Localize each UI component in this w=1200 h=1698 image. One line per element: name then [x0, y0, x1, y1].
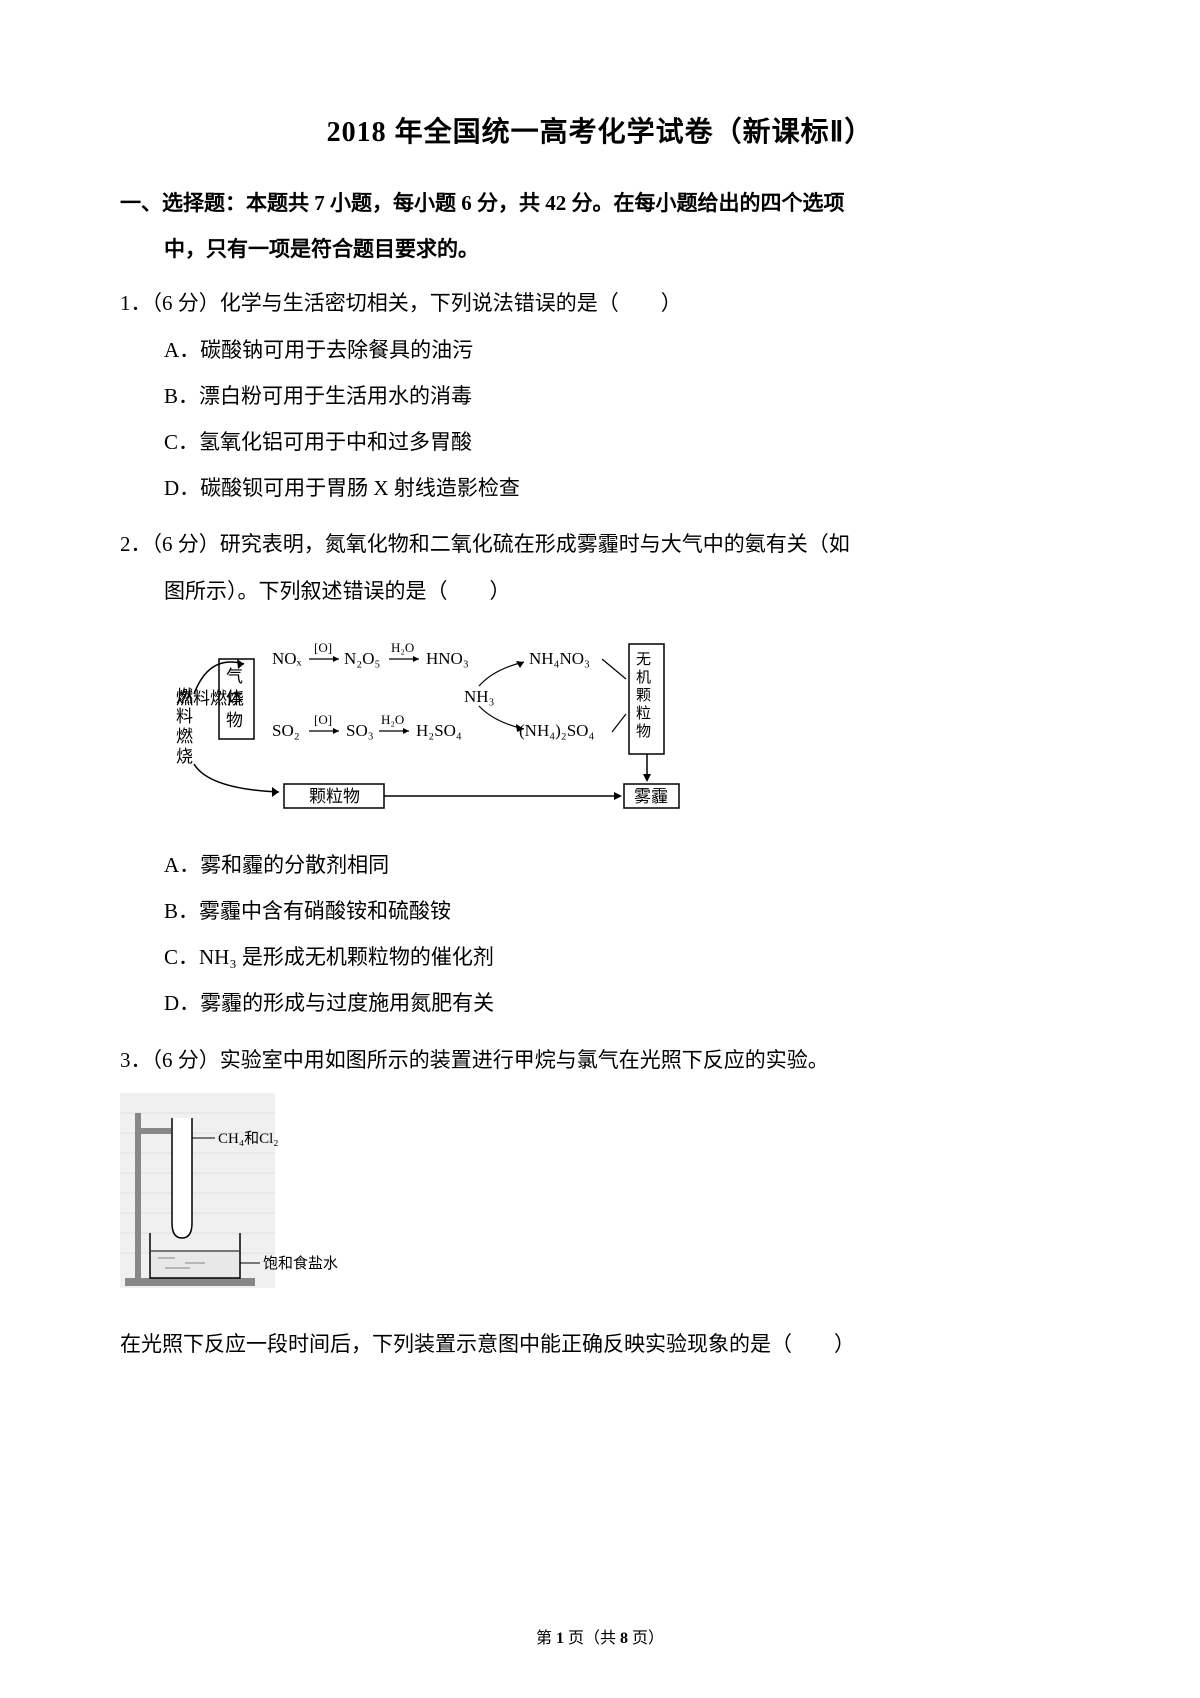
svg-text:烧: 烧	[176, 747, 193, 766]
h2o-label-2: H₂O	[381, 712, 404, 727]
so3-label: SO₃	[346, 721, 374, 740]
svg-text:物: 物	[226, 711, 243, 730]
q1-text: 化学与生活密切相关，下列说法错误的是（ ）	[220, 291, 682, 315]
q2-text2: 图所示）。下列叙述错误的是（ ）	[120, 568, 1080, 614]
q3-text: 实验室中用如图所示的装置进行甲烷与氯气在光照下反应的实验。	[220, 1048, 829, 1072]
svg-text:燃: 燃	[176, 687, 193, 706]
question-2: 2．（6 分）研究表明，氮氧化物和二氧化硫在形成雾霾时与大气中的氨有关（如 图所…	[120, 521, 1080, 1026]
section-line2: 中，只有一项是符合题目要求的。	[120, 226, 1080, 272]
q1-option-d: D．碳酸钡可用于胃肠 X 射线造影检查	[164, 465, 1080, 511]
q1-options: A．碳酸钠可用于去除餐具的油污 B．漂白粉可用于生活用水的消毒 C．氢氧化铝可用…	[120, 327, 1080, 512]
particle-label: 颗粒物	[309, 787, 360, 806]
footer-total: 8	[620, 1630, 628, 1647]
svg-text:颗: 颗	[636, 688, 651, 704]
q3-number: 3．	[120, 1048, 152, 1072]
svg-text:无: 无	[636, 652, 651, 668]
q2-option-b: B．雾霾中含有硝酸铵和硫酸铵	[164, 888, 1080, 934]
haze-formation-diagram: 燃料燃烧 燃 料 燃 烧 气 体 物 NOₓ [O] N₂O₅ H₂O H	[164, 624, 724, 814]
q3-diagram: CH₄和Cl₂ 饱和食盐水	[120, 1093, 1080, 1309]
hno3-label: HNO₃	[426, 649, 469, 668]
haze-label: 雾霾	[634, 787, 668, 806]
svg-text:气: 气	[226, 667, 243, 686]
q2-number: 2．	[120, 532, 152, 556]
q3-after-text: 在光照下反应一段时间后，下列装置示意图中能正确反映实验现象的是（ ）	[120, 1321, 1080, 1367]
q2-text1: 研究表明，氮氧化物和二氧化硫在形成雾霾时与大气中的氨有关（如	[220, 532, 850, 556]
svg-text:物: 物	[636, 723, 651, 740]
stand-base	[125, 1278, 255, 1286]
question-3: 3．（6 分）实验室中用如图所示的装置进行甲烷与氯气在光照下反应的实验。	[120, 1037, 1080, 1368]
q2-option-c: C．NH₃ 是形成无机颗粒物的催化剂	[164, 934, 1080, 980]
q1-points: （6 分）	[152, 291, 220, 315]
footer-mid: 页（共	[564, 1630, 620, 1647]
section-line1: 一、选择题：本题共 7 小题，每小题 6 分，共 42 分。在每小题给出的四个选…	[120, 180, 1080, 226]
nh3-label: NH₃	[464, 687, 495, 706]
q1-number: 1．	[120, 291, 152, 315]
q2-option-d: D．雾霾的形成与过度施用氮肥有关	[164, 980, 1080, 1026]
apparatus-diagram: CH₄和Cl₂ 饱和食盐水	[120, 1093, 350, 1293]
tube-label: CH₄和Cl₂	[218, 1130, 278, 1147]
q1-stem: 1．（6 分）化学与生活密切相关，下列说法错误的是（ ）	[120, 280, 1080, 326]
oxid-label-1: [O]	[314, 640, 332, 655]
page-title: 2018 年全国统一高考化学试卷（新课标Ⅱ）	[120, 110, 1080, 150]
q1-option-c: C．氢氧化铝可用于中和过多胃酸	[164, 419, 1080, 465]
q2-stem: 2．（6 分）研究表明，氮氧化物和二氧化硫在形成雾霾时与大气中的氨有关（如 图所…	[120, 521, 1080, 613]
svg-text:体: 体	[226, 689, 243, 708]
svg-text:燃: 燃	[176, 727, 193, 746]
section-header: 一、选择题：本题共 7 小题，每小题 6 分，共 42 分。在每小题给出的四个选…	[120, 180, 1080, 272]
footer-suffix: 页）	[628, 1630, 664, 1647]
h2o-label-1: H₂O	[391, 640, 414, 655]
q2-diagram: 燃料燃烧 燃 料 燃 烧 气 体 物 NOₓ [O] N₂O₅ H₂O H	[164, 624, 1080, 830]
q2-points: （6 分）	[152, 532, 220, 556]
nox-label: NOₓ	[272, 649, 302, 668]
question-1: 1．（6 分）化学与生活密切相关，下列说法错误的是（ ） A．碳酸钠可用于去除餐…	[120, 280, 1080, 511]
test-tube	[172, 1118, 192, 1238]
q2-options: A．雾和霾的分散剂相同 B．雾霾中含有硝酸铵和硫酸铵 C．NH₃ 是形成无机颗粒…	[120, 842, 1080, 1027]
nh4no3-label: NH₄NO₃	[529, 649, 590, 668]
liquid	[151, 1251, 239, 1277]
q3-stem: 3．（6 分）实验室中用如图所示的装置进行甲烷与氯气在光照下反应的实验。	[120, 1037, 1080, 1083]
h2so4-label: H₂SO₄	[416, 721, 462, 740]
oxid-label-2: [O]	[314, 712, 332, 727]
footer-page: 1	[556, 1630, 564, 1647]
q1-option-b: B．漂白粉可用于生活用水的消毒	[164, 373, 1080, 419]
footer-prefix: 第	[536, 1630, 556, 1647]
q3-points: （6 分）	[152, 1048, 220, 1072]
stand-pole	[135, 1113, 141, 1281]
page-footer: 第 1 页（共 8 页）	[0, 1624, 1200, 1648]
liquid-label: 饱和食盐水	[263, 1255, 338, 1272]
nh4so4-label: (NH₄)₂SO₄	[519, 721, 594, 740]
svg-text:粒: 粒	[636, 705, 651, 722]
n2o5-label: N₂O₅	[344, 649, 380, 668]
so2-label: SO₂	[272, 721, 300, 740]
q1-option-a: A．碳酸钠可用于去除餐具的油污	[164, 327, 1080, 373]
svg-text:机: 机	[636, 669, 651, 686]
q2-option-a: A．雾和霾的分散剂相同	[164, 842, 1080, 888]
svg-text:料: 料	[176, 707, 193, 726]
clamp	[141, 1128, 171, 1134]
